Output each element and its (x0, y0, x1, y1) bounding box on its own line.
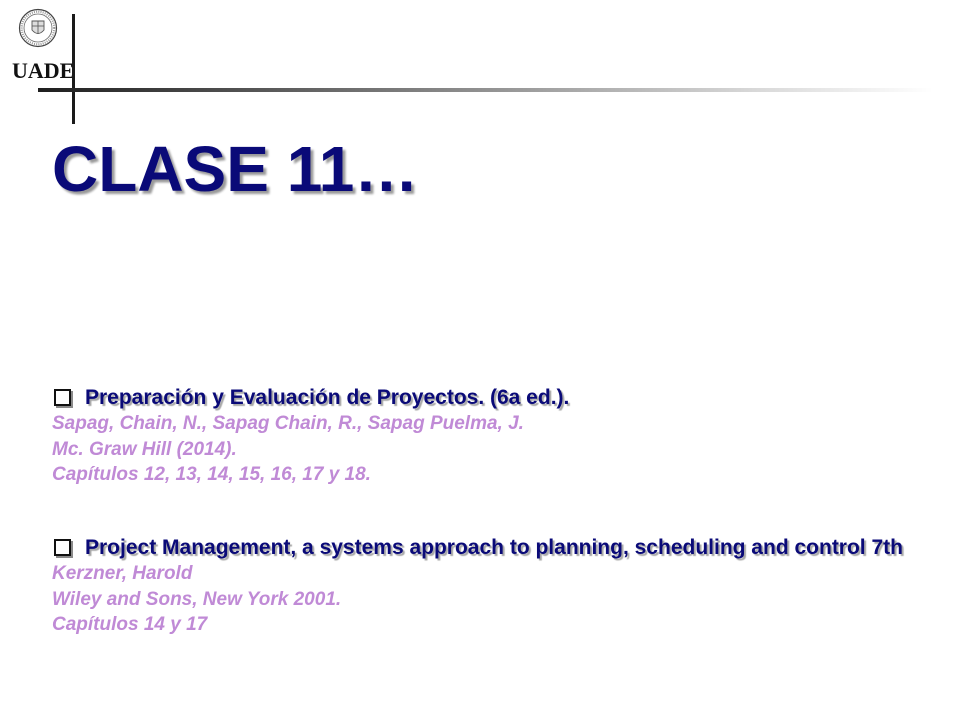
reference-title: Preparación y Evaluación de Proyectos. (… (85, 386, 570, 409)
reference-authors: Kerzner, Harold (52, 563, 193, 584)
slide-title: CLASE 11… (52, 133, 419, 205)
reference-publisher: Mc. Graw Hill (2014). (52, 438, 237, 460)
reference-title: Project Management, a systems approach t… (85, 536, 903, 559)
checkbox-bullet-icon (54, 539, 71, 556)
reference-authors: Sapag, Chain, N., Sapag Chain, R., Sapag… (52, 413, 524, 434)
reference-heading: Project Management, a systems approach t… (52, 534, 932, 561)
logo-text: UADE (12, 58, 75, 83)
university-seal-icon (18, 8, 58, 48)
checkbox-bullet-icon (54, 389, 71, 406)
reference-item: Project Management, a systems approach t… (52, 534, 932, 638)
reference-details: Kerzner, Harold Wiley and Sons, New York… (52, 561, 932, 638)
reference-heading: Preparación y Evaluación de Proyectos. (… (52, 384, 932, 411)
header-horizontal-rule (38, 88, 933, 92)
reference-chapters: Capítulos 14 y 17 (52, 614, 208, 635)
reference-chapters: Capítulos 12, 13, 14, 15, 16, 17 y 18. (52, 464, 371, 485)
reference-details: Sapag, Chain, N., Sapag Chain, R., Sapag… (52, 411, 932, 488)
header-vertical-rule (72, 14, 75, 124)
uade-logo: UADE (8, 8, 74, 83)
reference-publisher: Wiley and Sons, New York 2001. (52, 588, 342, 610)
reference-item: Preparación y Evaluación de Proyectos. (… (52, 384, 932, 488)
